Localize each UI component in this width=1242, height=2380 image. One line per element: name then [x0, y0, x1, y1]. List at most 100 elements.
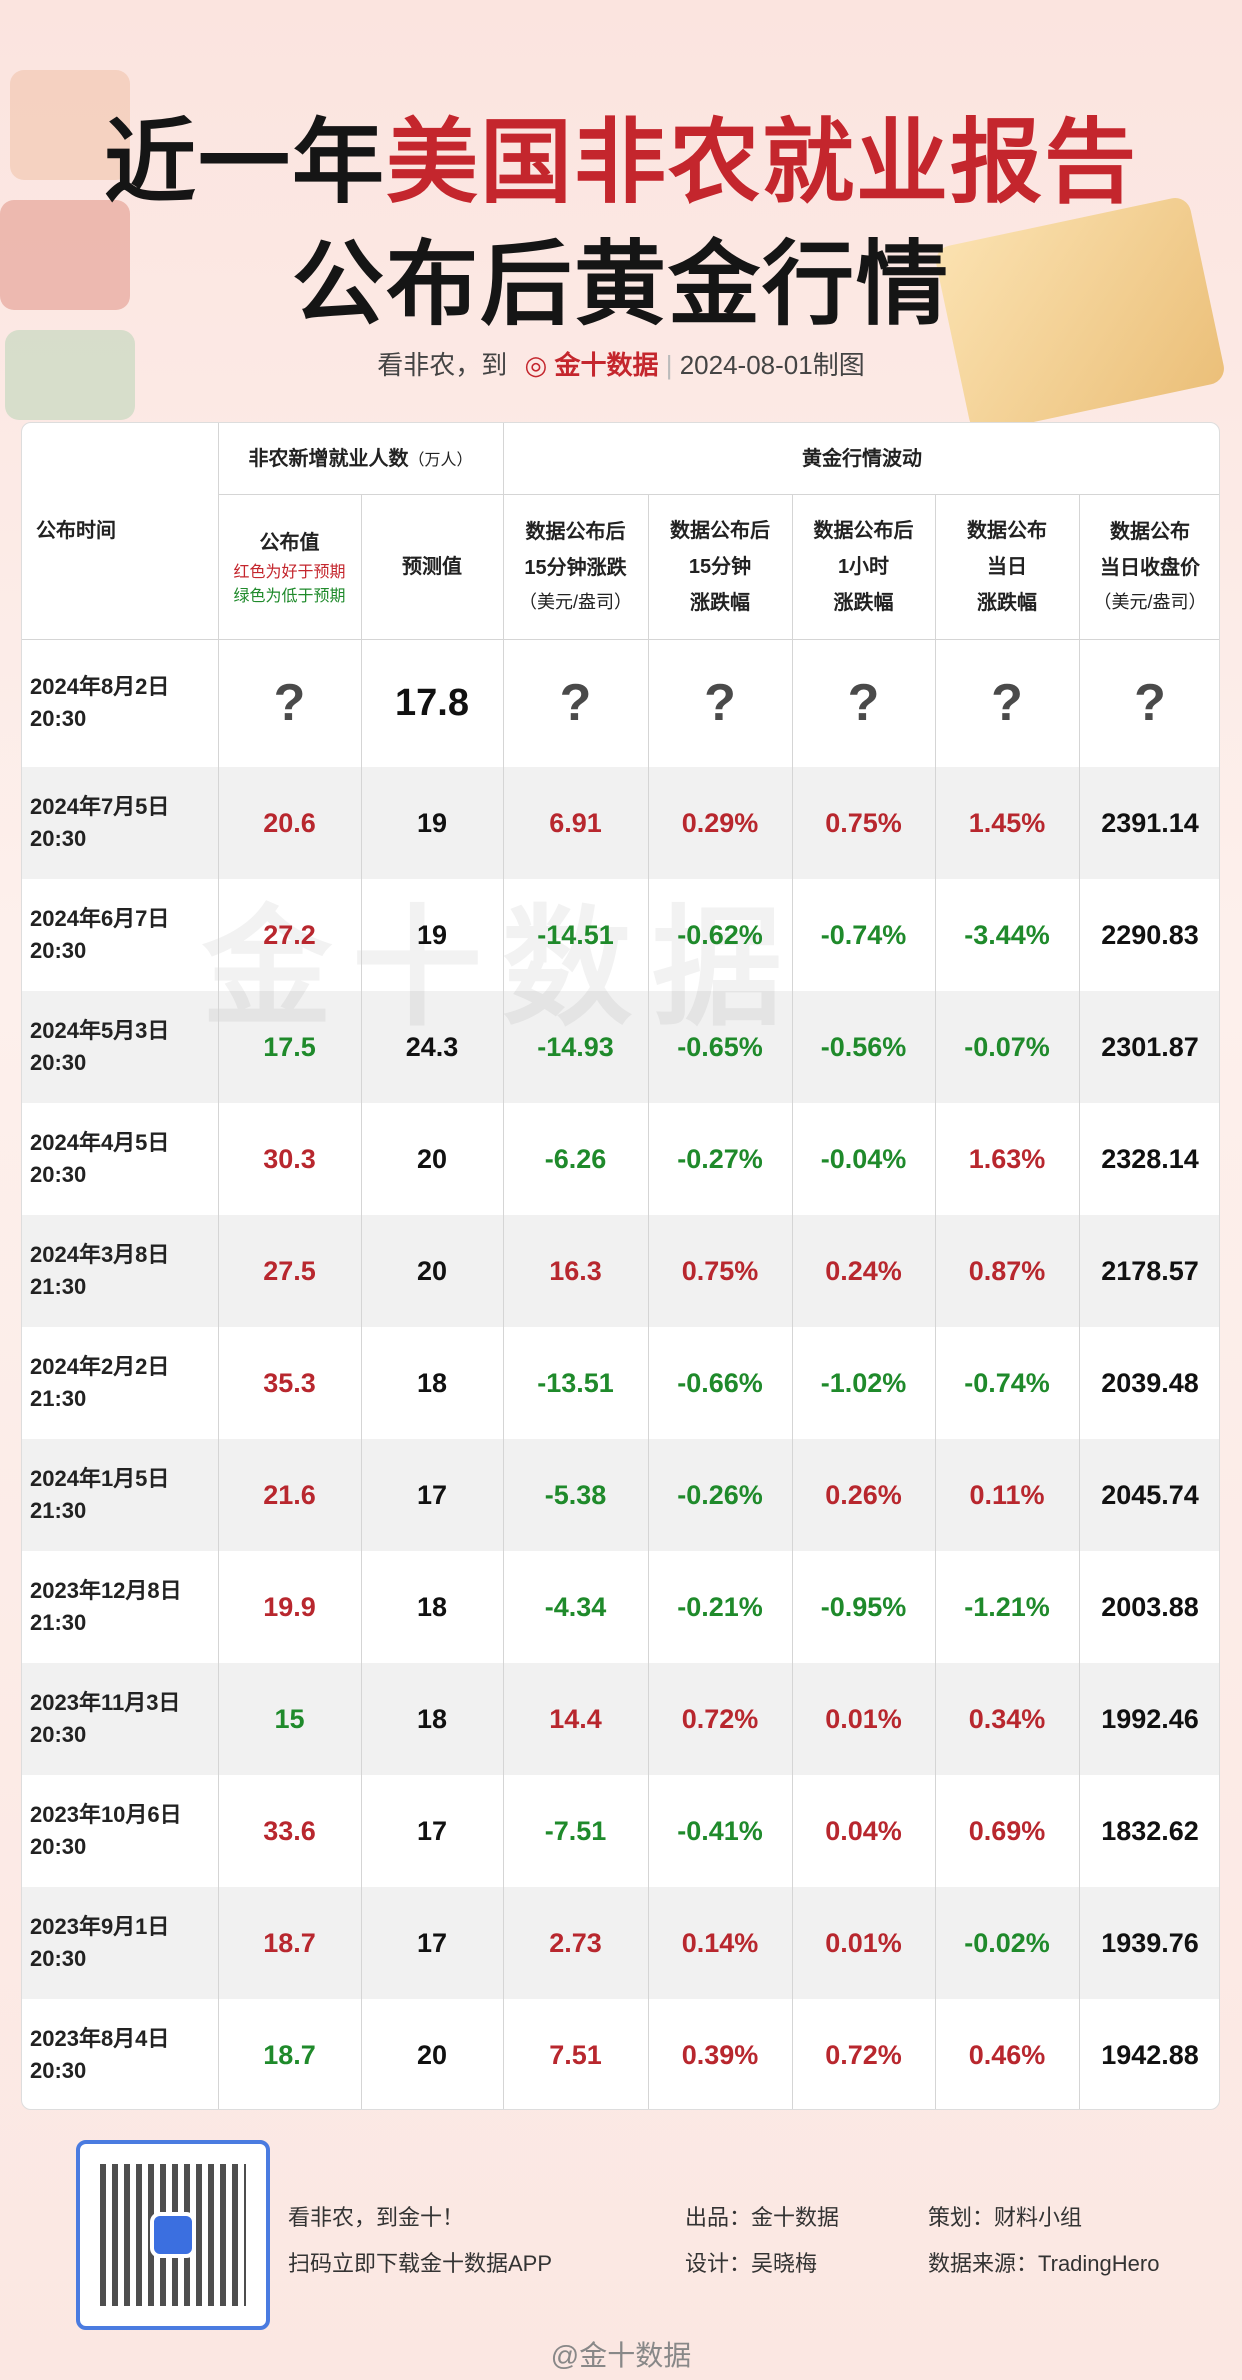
data-value: -0.04%: [820, 1143, 907, 1174]
header-text: 公布时间: [36, 520, 116, 542]
data-value: 17.5: [263, 1031, 316, 1062]
data-value: ?: [559, 674, 592, 732]
column-divider: [503, 423, 504, 2109]
footer-slogan: 看非农，到金十！: [288, 2205, 465, 2230]
data-value: -13.51: [537, 1367, 614, 1398]
row-stripe: [22, 991, 1219, 1103]
header-text: 涨跌幅: [833, 591, 894, 614]
title-highlight: 美国非农就业报告: [386, 112, 1139, 214]
data-value: 18.7: [263, 2039, 316, 2070]
data-value: 2290.83: [1101, 919, 1199, 950]
data-value: -0.56%: [820, 1031, 907, 1062]
date-cell: 2024年6月7日 20:30: [22, 879, 218, 991]
subtitle-text: 看非农，到: [377, 350, 508, 380]
time: 21:30: [30, 1274, 87, 1299]
data-value: 0.72%: [825, 2039, 902, 2070]
footer-download: 扫码立即下载金十数据APP: [288, 2251, 553, 2276]
data-value: -0.07%: [964, 1031, 1050, 1062]
data-value: 0.01%: [825, 1703, 902, 1734]
data-value: ?: [991, 674, 1023, 732]
data-value: 16.3: [549, 1255, 602, 1286]
header-text: 当日收盘价: [1100, 557, 1200, 580]
row-stripe: [22, 1215, 1219, 1327]
data-value: -0.66%: [677, 1367, 763, 1398]
data-value: 2328.14: [1101, 1143, 1199, 1174]
header-text: 数据公布: [1110, 521, 1190, 544]
nfp-blocks: [0, 60, 150, 420]
data-value: 19: [416, 919, 448, 950]
time: 20:30: [30, 938, 87, 963]
data-value: -0.65%: [677, 1031, 763, 1062]
row-stripe: [22, 767, 1219, 879]
data-value: ?: [1134, 674, 1166, 732]
header-gold: 数据公布 当日 涨跌幅: [935, 494, 1079, 639]
header-text: 非农新增就业人数: [248, 447, 409, 470]
date: 2024年5月3日: [30, 1018, 170, 1044]
data-value: 1939.76: [1101, 1927, 1199, 1958]
column-divider: [792, 494, 793, 2109]
date: 2023年9月1日: [30, 1914, 170, 1940]
data-value: 27.5: [263, 1255, 316, 1286]
data-value: 0.46%: [968, 2039, 1046, 2070]
data-value: -1.21%: [964, 1591, 1050, 1622]
column-divider: [361, 494, 362, 2109]
header-divider: [22, 639, 1219, 640]
data-value: 0.14%: [681, 1927, 759, 1958]
date-cell: 2024年3月8日 21:30: [22, 1215, 218, 1327]
footer-source: 数据来源：TradingHero: [928, 2251, 1160, 2276]
data-value: 1942.88: [1101, 2039, 1199, 2070]
header-text: 公布值: [259, 531, 320, 554]
data-value: -0.02%: [964, 1927, 1050, 1958]
data-value: ?: [704, 674, 736, 732]
row-stripe: [22, 1439, 1219, 1551]
date-cell: 2024年4月5日 20:30: [22, 1103, 218, 1215]
data-value: 18.7: [263, 1927, 316, 1958]
date-cell: 2023年11月3日 20:30: [22, 1663, 218, 1775]
data-value: 20.6: [263, 807, 316, 838]
header-divider: [218, 494, 1219, 495]
data-value: -0.62%: [677, 919, 763, 950]
time: 21:30: [30, 1610, 87, 1635]
data-value: 0.75%: [681, 1255, 759, 1286]
time: 20:30: [30, 706, 87, 731]
data-value: -0.41%: [677, 1815, 763, 1846]
time: 21:30: [30, 1498, 87, 1523]
data-value: 35.3: [263, 1367, 316, 1398]
row-stripe: [22, 1663, 1219, 1775]
data-value: 17: [416, 1479, 448, 1510]
data-value: 20: [416, 1255, 448, 1286]
table: 金十数据 公布时间 非农新增就业人数 （万人） 黄金行情波动 公布值 红色为好于预期 绿色为低…: [21, 422, 1220, 2110]
data-value: 0.04%: [825, 1815, 902, 1846]
data-value: 33.6: [263, 1815, 316, 1846]
row-stripe: [22, 1887, 1219, 1999]
data-value: 1.63%: [968, 1143, 1046, 1174]
data-value: 0.72%: [681, 1703, 759, 1734]
data-value: 7.51: [549, 2039, 602, 2070]
date-cell: 2023年12月8日 21:30: [22, 1551, 218, 1663]
qr-code: [76, 2140, 270, 2330]
data-value: -7.51: [544, 1815, 607, 1846]
header-gold: 数据公布后 15分钟涨跌 （美元/盎司）: [503, 494, 648, 639]
data-value: -1.02%: [820, 1367, 907, 1398]
header-note: 绿色为低于预期: [233, 587, 346, 605]
column-divider: [218, 423, 219, 2109]
data-value: 6.91: [549, 807, 602, 838]
date-cell: 2024年7月5日 20:30: [22, 767, 218, 879]
data-value: 0.87%: [968, 1255, 1046, 1286]
header-text: 数据公布后: [525, 521, 626, 544]
data-value: ?: [847, 674, 880, 732]
date: 2024年1月5日: [30, 1466, 170, 1492]
data-value: -0.74%: [964, 1367, 1050, 1398]
data-value: 1.45%: [968, 807, 1046, 838]
weibo-watermark: @金十数据: [550, 2340, 692, 2371]
header-actual: 公布值 红色为好于预期 绿色为低于预期: [218, 494, 361, 639]
header-text: （美元/盎司）: [1093, 592, 1207, 613]
data-value: 2391.14: [1101, 807, 1199, 838]
data-value: -6.26: [544, 1143, 607, 1174]
footer-designer: 设计：吴晓梅: [685, 2251, 818, 2276]
data-value: 2003.88: [1101, 1591, 1199, 1622]
date: 2023年11月3日: [30, 1690, 181, 1716]
logo-text: 金十数据: [554, 350, 659, 380]
header-group-line: 非农新增就业人数 （万人）: [248, 441, 472, 477]
header-gold: 数据公布当日收盘价 （美元/盎司）: [1079, 494, 1219, 639]
